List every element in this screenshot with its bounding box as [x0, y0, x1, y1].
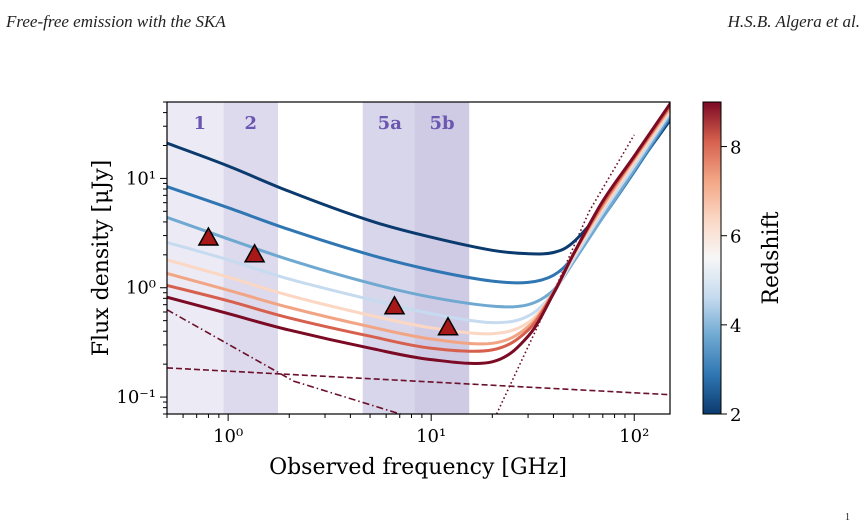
band-labels: 1 2 5a 5b	[193, 113, 454, 134]
plot-frame	[166, 101, 671, 415]
detection-marker-1	[197, 226, 220, 246]
running-head-right: H.S.B. Algera et al.	[727, 12, 860, 31]
colorbar-label: Redshift	[759, 211, 784, 304]
running-head-left: Free-free emission with the SKA	[6, 12, 226, 31]
x-tick-label: 10²	[619, 426, 649, 447]
colorbar-gradient	[702, 101, 722, 415]
y-tick-label: 10⁰	[126, 278, 156, 299]
y-tick-label: 10⁻¹	[116, 387, 156, 408]
colorbar-tick-label: 4	[730, 316, 741, 337]
band-5a	[362, 102, 417, 414]
band-shading	[167, 102, 470, 414]
detection-marker-2	[243, 243, 266, 263]
band-label-5b: 5b	[429, 113, 454, 134]
sed-curve-z5	[167, 111, 670, 325]
detection-marker-3	[383, 295, 406, 315]
band-label-5a: 5a	[378, 113, 403, 134]
band-label-2: 2	[245, 113, 258, 134]
component-lines	[167, 134, 670, 414]
redshift-colorbar: 2 4 6 8	[702, 101, 741, 426]
sed-curve-z4	[167, 113, 670, 309]
band-label-1: 1	[193, 113, 206, 134]
component-line-dashed	[167, 367, 670, 396]
detection-marker-4	[437, 316, 459, 336]
band-5b	[414, 102, 470, 414]
x-tick-label: 10¹	[416, 426, 446, 447]
detection-markers	[197, 226, 459, 336]
page-mark: 1	[845, 512, 850, 523]
sed-curve-z9	[167, 102, 670, 365]
x-tick-label: 10⁰	[213, 426, 243, 447]
y-axis-label: Flux density [μJy]	[89, 160, 114, 356]
y-axis: 10⁻¹ 10⁰ 10¹	[116, 101, 167, 415]
redshift-curves	[167, 102, 670, 365]
x-axis: 10⁰ 10¹ 10²	[166, 414, 649, 447]
y-tick-label: 10¹	[126, 168, 156, 189]
component-line-dashdot	[167, 309, 403, 414]
x-axis-label: Observed frequency [GHz]	[269, 455, 567, 480]
colorbar-tick-label: 6	[730, 227, 741, 248]
colorbar-tick-label: 8	[730, 138, 741, 159]
colorbar-tick-label: 2	[730, 405, 741, 426]
